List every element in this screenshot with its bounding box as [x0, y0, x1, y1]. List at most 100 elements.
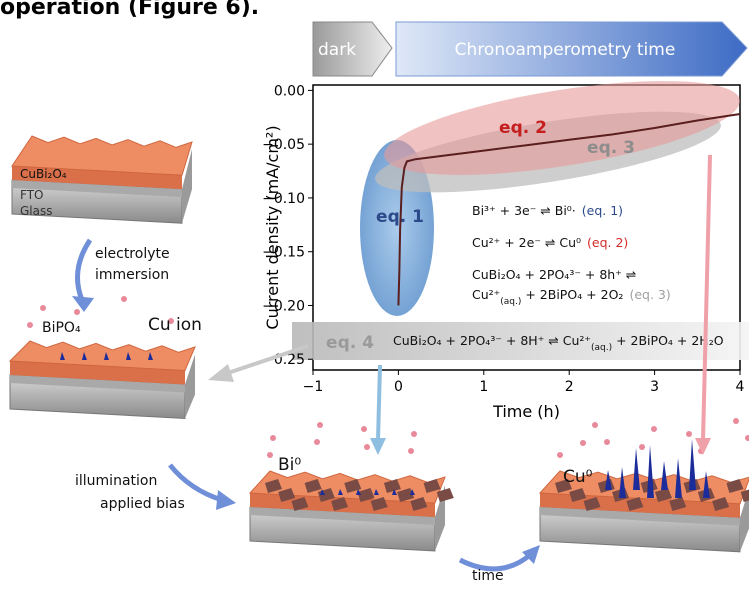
ion — [168, 318, 174, 324]
ion — [745, 435, 749, 441]
region-label: eq. 4 — [326, 333, 374, 353]
y-tick-label: −0.20 — [262, 298, 305, 314]
patch — [569, 488, 587, 502]
crystal — [320, 489, 325, 495]
y-tick-label: 0.00 — [274, 83, 305, 99]
patch — [357, 488, 375, 502]
ion — [639, 444, 645, 450]
diagram-label: illumination — [75, 473, 157, 489]
ion — [580, 440, 586, 446]
ion — [651, 426, 657, 432]
x-axis-label: Time (h) — [492, 402, 560, 421]
ion — [686, 431, 692, 437]
band-equation: CuBi₂O₄ + 2PO₄³⁻ + 8H⁺ ⇌ Cu²⁺(aq.) + 2Bi… — [393, 333, 724, 353]
diagram-label: immersion — [95, 267, 169, 283]
arrow-head — [72, 296, 94, 312]
patch — [726, 479, 744, 493]
crystal — [60, 352, 65, 360]
diagram-label: applied bias — [100, 496, 185, 512]
fto-layer — [12, 180, 182, 198]
connector — [701, 154, 712, 441]
patch — [436, 488, 454, 502]
arrow-head — [216, 490, 236, 510]
x-tick-label: 3 — [650, 379, 659, 395]
arrow-head — [522, 545, 540, 564]
crystal — [689, 439, 696, 490]
heading: operation (Figure 6). — [0, 0, 259, 20]
patch — [331, 497, 349, 511]
patch — [383, 479, 401, 493]
fto-layer — [540, 507, 740, 526]
equation-tag: (eq. 2) — [587, 235, 628, 250]
diagram-label: Cu ion — [148, 315, 202, 335]
phase-label: Chronoamperometry time — [455, 40, 676, 60]
region-eq4 — [292, 322, 749, 360]
ion — [408, 448, 414, 454]
equation-tag: (eq. 1) — [582, 203, 623, 218]
ion — [40, 305, 46, 311]
crystal — [703, 471, 710, 498]
time-arrow — [395, 21, 748, 77]
ion — [557, 452, 563, 458]
crystal — [374, 489, 379, 495]
slab-side-right — [182, 149, 192, 224]
crystal — [410, 489, 415, 495]
patch — [397, 488, 415, 502]
film-top — [8, 340, 196, 371]
film-front — [12, 166, 182, 190]
crystal — [605, 470, 612, 490]
y-axis-label: Current density (mA/cm²) — [263, 125, 282, 329]
diagram-label: time — [472, 568, 504, 584]
ion — [74, 309, 80, 315]
patch — [669, 497, 687, 511]
ion — [592, 422, 598, 428]
crystal — [338, 489, 343, 495]
crystal — [356, 489, 361, 495]
fto-layer — [250, 507, 435, 525]
equation: Cu²⁺(aq.) + 2BiPO₄ + 2O₂ (eq. 3) — [472, 287, 671, 307]
patch — [555, 479, 572, 493]
data-line — [397, 113, 741, 306]
y-tick-label: −0.05 — [262, 137, 305, 153]
crystal — [675, 458, 682, 498]
connector-head — [370, 438, 386, 455]
diagram-label: CuBi₂O₄ — [20, 167, 67, 181]
equation-part: Cu²⁺ + 2e⁻ ⇌ Cu⁰ — [472, 235, 581, 250]
ion — [317, 422, 323, 428]
patch — [304, 479, 322, 493]
ion — [411, 431, 417, 437]
equation-part: + 2BiPO₄ + 2O₂ — [521, 287, 623, 302]
ion — [27, 322, 33, 328]
equation-part: CuBi₂O₄ + 2PO₄³⁻ + 8h⁺ ⇌ — [472, 267, 637, 282]
crystal — [661, 461, 668, 490]
equation-part: (aq.) — [500, 297, 521, 307]
dark-arrow — [312, 21, 393, 77]
ion — [733, 418, 739, 424]
diagram-label: BiPO₄ — [42, 320, 81, 336]
diagram-label: Glass — [20, 204, 53, 218]
fto-layer — [10, 375, 185, 393]
patch — [740, 489, 749, 502]
connector — [224, 344, 309, 376]
crystal — [647, 445, 654, 498]
crystal — [104, 352, 109, 360]
equation-part: + 2BiPO₄ + 2H₂O — [612, 333, 724, 348]
film-top — [11, 135, 193, 176]
patch — [265, 479, 282, 493]
phase-label: dark — [318, 40, 356, 60]
crystal — [82, 352, 87, 360]
patch — [370, 497, 388, 511]
patch — [583, 497, 601, 511]
region-label: eq. 1 — [376, 207, 424, 227]
patch — [712, 497, 730, 511]
ion — [270, 435, 276, 441]
connector-head — [695, 438, 711, 455]
ion — [364, 444, 370, 450]
ion — [267, 452, 273, 458]
crystal — [633, 448, 640, 490]
curved-arrow — [458, 553, 532, 572]
slab-side-right — [740, 488, 749, 552]
region-label: eq. 2 — [499, 118, 547, 138]
ion — [361, 426, 367, 432]
slab-side-right — [435, 484, 445, 551]
